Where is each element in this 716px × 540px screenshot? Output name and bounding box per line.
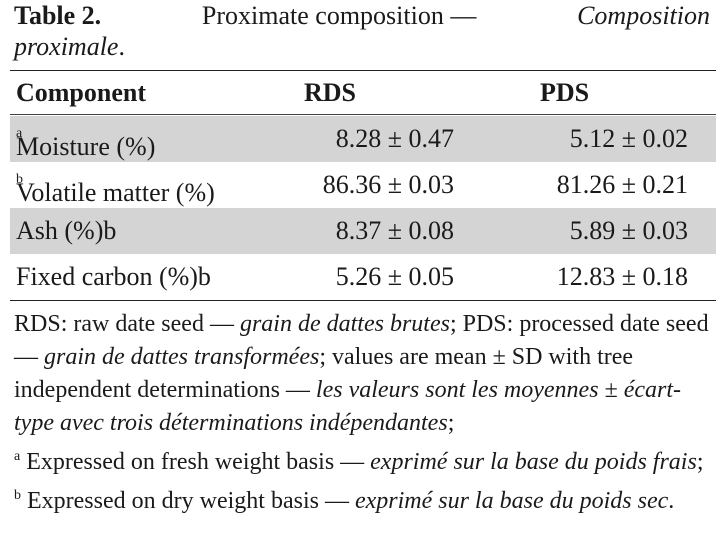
cell-rds: 86.36 ± 0.03 (322, 170, 454, 199)
caption-title-part1: Proximate composition — (201, 1, 477, 30)
table-header-row: Component RDS PDS (10, 72, 716, 114)
cell-rds: 8.37 ± 0.08 (335, 216, 454, 245)
footnote-marker: a (16, 126, 23, 141)
caption-title-fr-part2: proximale (14, 32, 119, 61)
cell-component: Fixed carbon (%)b (16, 262, 211, 291)
table-row: Moisture (%) a 8.28 ± 0.47 5.12 ± 0.02 (10, 116, 716, 162)
table-label: Table 2. (14, 1, 102, 30)
table-row: Ash (%)b 8.37 ± 0.08 5.89 ± 0.03 (10, 208, 716, 254)
table-header-rule (10, 114, 716, 115)
table-footnotes: RDS: raw date seed — grain de dattes bru… (14, 311, 709, 514)
table-caption: Table 2. Proximate composition — Composi… (14, 0, 710, 62)
footnote-marker-b: b (14, 488, 21, 503)
cell-component: Moisture (%) a (16, 126, 156, 161)
footnote-marker: b (16, 172, 23, 187)
table-bottom-rule (10, 300, 716, 301)
header-pds: PDS (540, 78, 590, 107)
caption-line-1: Table 2. Proximate composition — Composi… (14, 0, 710, 31)
cell-component: Volatile matter (%) b (16, 172, 215, 207)
cell-pds: 5.12 ± 0.02 (569, 124, 688, 153)
cell-pds: 5.89 ± 0.03 (569, 216, 688, 245)
header-rds: RDS (304, 78, 357, 107)
cell-pds: 12.83 ± 0.18 (556, 262, 688, 291)
header-component: Component (16, 78, 147, 107)
table-top-rule (10, 70, 716, 71)
cell-rds: 5.26 ± 0.05 (335, 262, 454, 291)
cell-pds: 81.26 ± 0.21 (556, 170, 688, 199)
footnote-marker-a: a (14, 449, 21, 464)
caption-title-fr-part1: Composition (577, 1, 710, 30)
caption-line-2: proximale. (14, 32, 125, 61)
table-row: Volatile matter (%) b 86.36 ± 0.03 81.26 … (10, 162, 716, 208)
cell-component: Ash (%)b (16, 216, 117, 245)
table-row: Fixed carbon (%)b 5.26 ± 0.05 12.83 ± 0.… (10, 254, 716, 300)
cell-rds: 8.28 ± 0.47 (335, 124, 454, 153)
